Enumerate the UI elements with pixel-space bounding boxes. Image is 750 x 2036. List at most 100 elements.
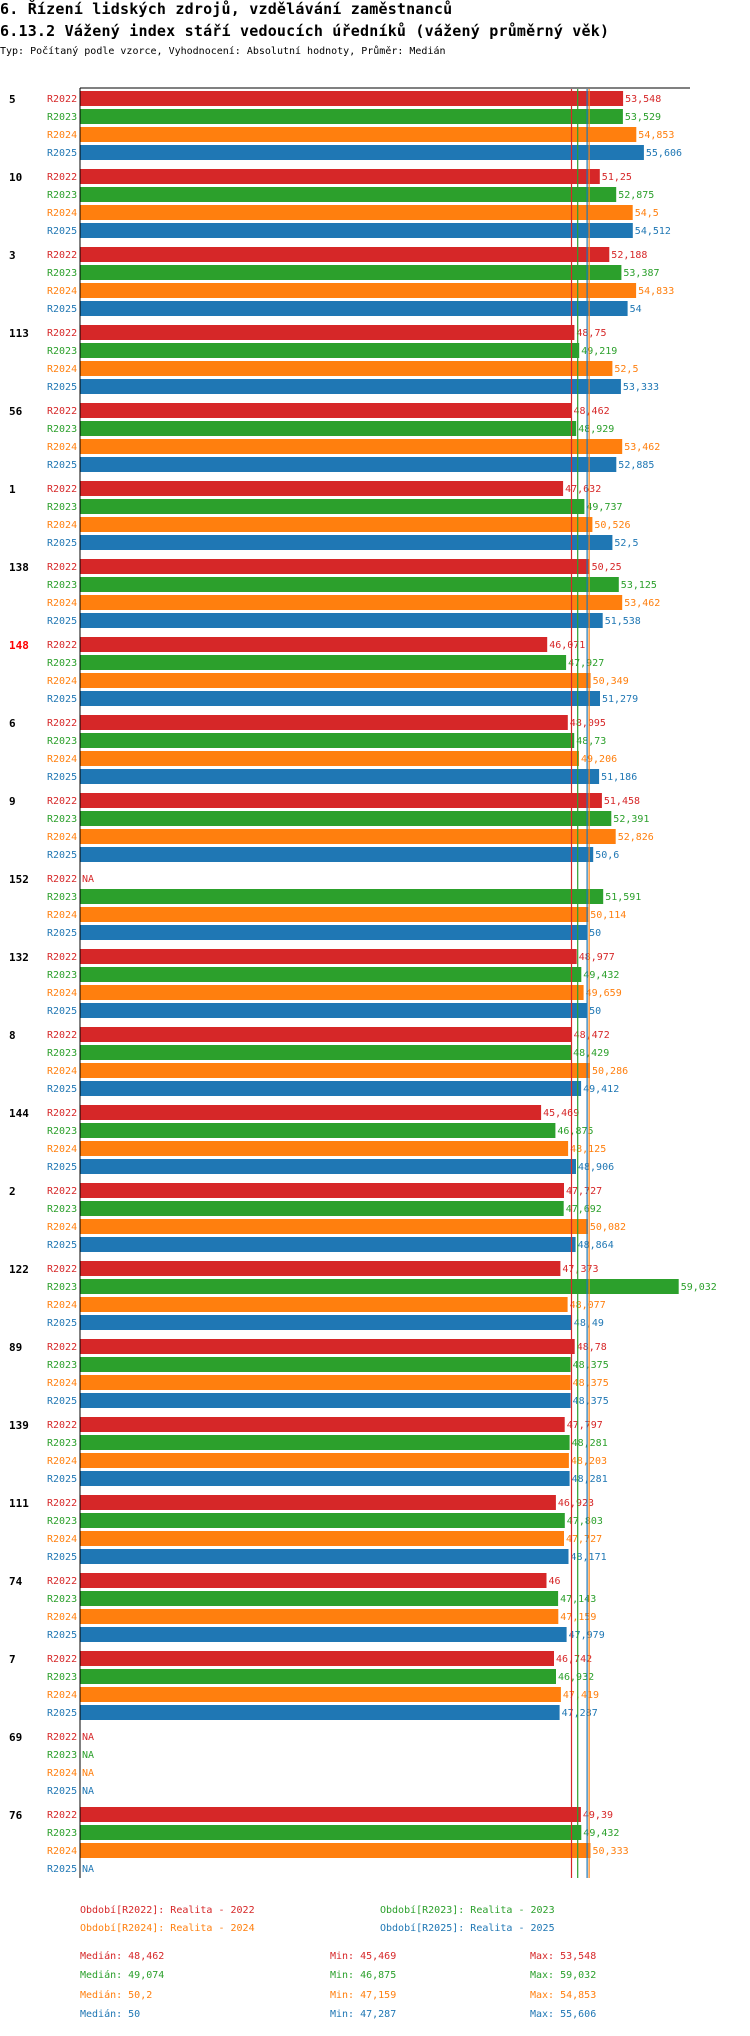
value-label-89-r2025: 48,375 [573,1396,609,1407]
group-label-152: 152 [9,873,29,886]
value-label-1-r2025: 52,5 [614,538,638,549]
series-label-9-r2024: R2024 [47,832,77,843]
series-label-69-r2023: R2023 [47,1750,77,1761]
bar-132-r2024 [80,985,584,1000]
chart-type-line: Typ: Počítaný podle vzorce, Vyhodnocení:… [0,46,446,57]
series-label-10-r2023: R2023 [47,190,77,201]
value-label-152-r2022: NA [82,874,94,885]
value-label-132-r2024: 49,659 [586,988,622,999]
series-label-74-r2023: R2023 [47,1594,77,1605]
bar-8-r2023 [80,1045,572,1060]
bar-6-r2025 [80,769,600,784]
series-label-8-r2025: R2025 [47,1084,77,1095]
series-label-144-r2024: R2024 [47,1144,77,1155]
value-label-111-r2023: 47,803 [567,1516,603,1527]
value-label-3-r2023: 53,387 [623,268,659,279]
bar-6-r2024 [80,751,579,766]
value-label-6-r2025: 51,186 [601,772,637,783]
bar-9-r2023 [80,811,612,826]
bar-9-r2025 [80,847,594,862]
series-label-89-r2024: R2024 [47,1378,77,1389]
legend-max-r2023: Max: 59,032 [530,1970,597,1981]
bar-2-r2025 [80,1237,576,1252]
bar-3-r2025 [80,301,628,316]
bar-6-r2022 [80,715,568,730]
value-label-56-r2024: 53,462 [624,442,660,453]
bar-144-r2022 [80,1105,542,1120]
value-label-5-r2023: 53,529 [625,112,661,123]
group-label-76: 76 [9,1809,23,1822]
series-label-111-r2025: R2025 [47,1552,77,1563]
value-label-138-r2022: 50,25 [592,562,622,573]
series-label-1-r2024: R2024 [47,520,77,531]
value-label-10-r2023: 52,875 [618,190,654,201]
value-label-76-r2024: 50,333 [593,1846,629,1857]
series-label-56-r2023: R2023 [47,424,77,435]
series-label-139-r2023: R2023 [47,1438,77,1449]
bar-138-r2025 [80,613,603,628]
bar-74-r2025 [80,1627,567,1642]
value-label-6-r2024: 49,206 [581,754,617,765]
value-label-132-r2023: 49,432 [583,970,619,981]
value-label-10-r2024: 54,5 [635,208,659,219]
value-label-56-r2022: 48,462 [574,406,610,417]
value-label-138-r2024: 53,462 [624,598,660,609]
series-label-152-r2023: R2023 [47,892,77,903]
series-label-139-r2025: R2025 [47,1474,77,1485]
group-label-1: 1 [9,483,16,496]
series-label-1-r2022: R2022 [47,484,77,495]
bar-1-r2025 [80,535,613,550]
series-label-10-r2024: R2024 [47,208,77,219]
series-label-2-r2022: R2022 [47,1186,77,1197]
value-label-89-r2024: 48,375 [573,1378,609,1389]
value-label-69-r2025: NA [82,1786,94,1797]
bar-76-r2022 [80,1807,581,1822]
bar-6-r2023 [80,733,575,748]
series-label-74-r2024: R2024 [47,1612,77,1623]
bar-152-r2024 [80,907,589,922]
bar-132-r2025 [80,1003,588,1018]
group-label-132: 132 [9,951,29,964]
value-label-113-r2024: 52,5 [614,364,638,375]
value-label-74-r2024: 47,159 [560,1612,596,1623]
legend-period-r2025: Období[R2025]: Realita - 2025 [380,1923,555,1934]
series-label-144-r2022: R2022 [47,1108,77,1119]
series-label-76-r2022: R2022 [47,1810,77,1821]
series-label-3-r2025: R2025 [47,304,77,315]
legend-min-r2024: Min: 47,159 [330,1990,397,2001]
chart-subtitle: 6.13.2 Vážený index stáří vedoucích úřed… [0,22,610,40]
series-label-74-r2022: R2022 [47,1576,77,1587]
bar-2-r2023 [80,1201,564,1216]
bar-144-r2023 [80,1123,556,1138]
legend-max-r2022: Max: 53,548 [530,1951,597,1962]
legend-median-r2025: Medián: 50 [80,2009,141,2020]
series-label-148-r2024: R2024 [47,676,77,687]
series-label-144-r2023: R2023 [47,1126,77,1137]
bar-122-r2023 [80,1279,679,1294]
series-label-6-r2023: R2023 [47,736,77,747]
series-label-148-r2022: R2022 [47,640,77,651]
value-label-7-r2025: 47,287 [562,1708,598,1719]
value-label-138-r2025: 51,538 [605,616,641,627]
group-label-7: 7 [9,1653,16,1666]
bar-139-r2024 [80,1453,569,1468]
value-label-76-r2022: 49,39 [583,1810,613,1821]
series-label-89-r2023: R2023 [47,1360,77,1371]
group-label-56: 56 [9,405,23,418]
series-label-7-r2024: R2024 [47,1690,77,1701]
series-label-139-r2022: R2022 [47,1420,77,1431]
value-label-7-r2023: 46,932 [558,1672,594,1683]
bar-2-r2022 [80,1183,564,1198]
group-label-6: 6 [9,717,16,730]
series-label-7-r2023: R2023 [47,1672,77,1683]
bar-144-r2025 [80,1159,576,1174]
value-label-144-r2025: 48,906 [578,1162,614,1173]
series-label-9-r2023: R2023 [47,814,77,825]
series-label-1-r2025: R2025 [47,538,77,549]
bar-3-r2022 [80,247,610,262]
value-label-144-r2023: 46,875 [557,1126,593,1137]
value-label-76-r2023: 49,432 [583,1828,619,1839]
series-label-113-r2022: R2022 [47,328,77,339]
series-label-122-r2024: R2024 [47,1300,77,1311]
bar-3-r2023 [80,265,622,280]
